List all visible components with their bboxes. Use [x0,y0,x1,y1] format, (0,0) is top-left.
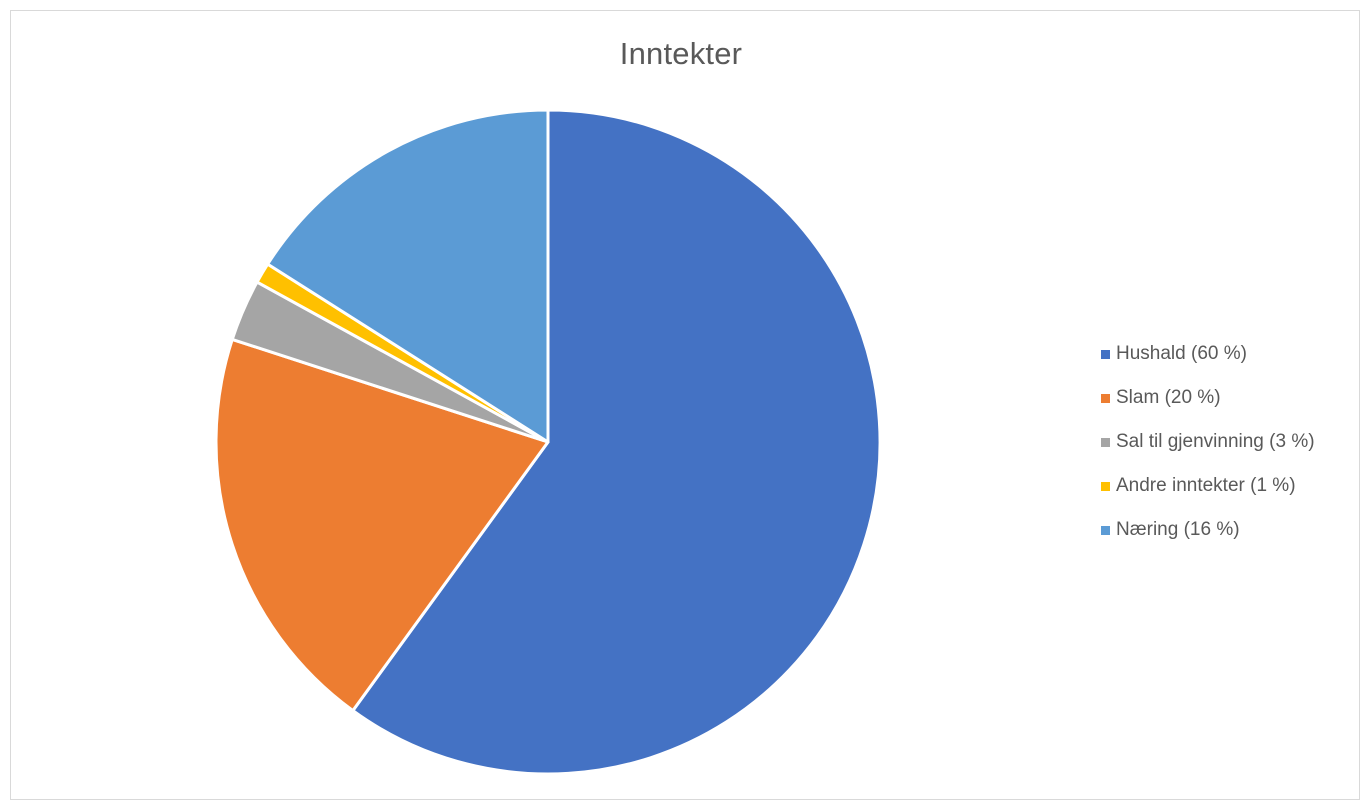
legend-label: Sal til gjenvinning (3 %) [1116,431,1315,452]
legend-item-sal-til-gjenvinning: Sal til gjenvinning (3 %) [1101,426,1315,458]
legend-item-naering: Næring (16 %) [1101,514,1315,546]
legend-swatch [1101,437,1110,447]
legend-label: Næring (16 %) [1116,519,1240,540]
legend: Hushald (60 %) Slam (20 %) Sal til gjenv… [1101,338,1315,558]
pie-slice-2 [214,337,550,713]
legend-label: Hushald (60 %) [1116,343,1247,364]
legend-label: Andre inntekter (1 %) [1116,475,1296,496]
legend-swatch [1101,481,1110,491]
legend-swatch [1101,393,1110,403]
legend-item-hushald: Hushald (60 %) [1101,338,1315,370]
legend-label: Slam (20 %) [1116,387,1221,408]
legend-swatch [1101,349,1110,359]
legend-item-slam: Slam (20 %) [1101,382,1315,414]
legend-swatch [1101,525,1110,535]
legend-item-andre-inntekter: Andre inntekter (1 %) [1101,470,1315,502]
chart-title: Inntekter [619,36,743,71]
pie-slices [214,108,882,776]
pie-slice-1 [351,108,882,776]
pie-slice-5 [266,108,550,444]
